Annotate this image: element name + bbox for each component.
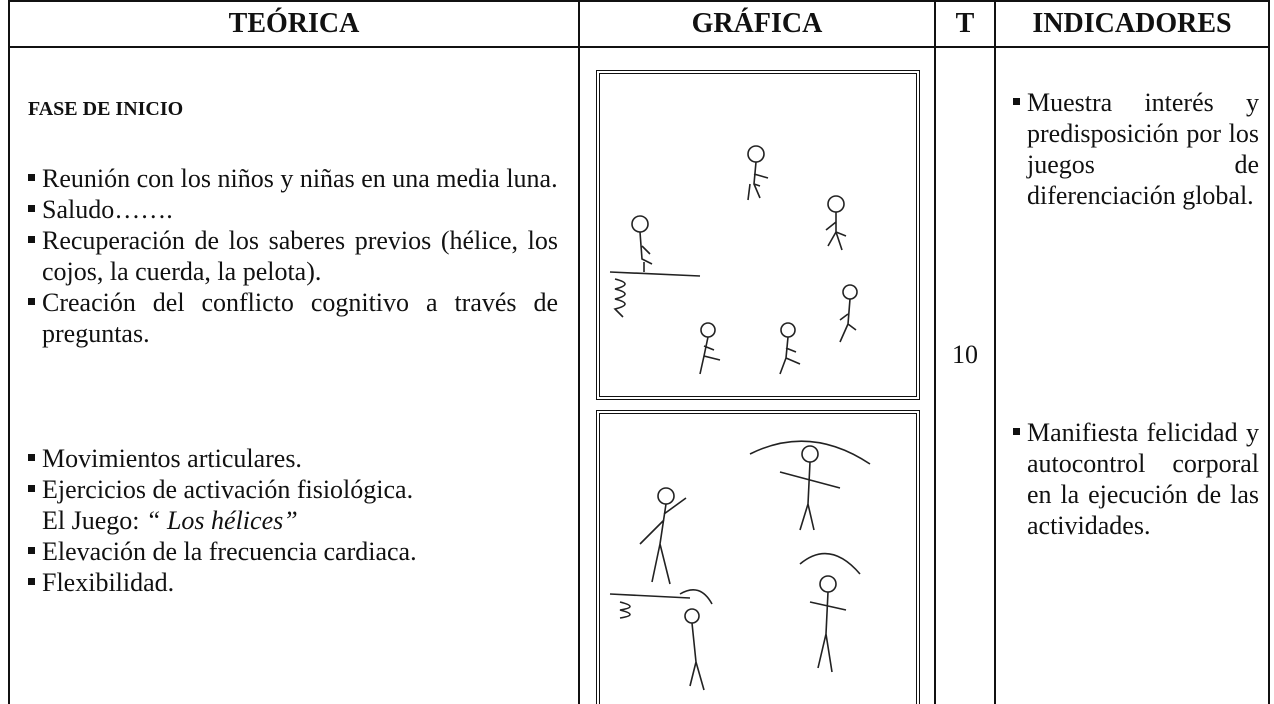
- item-text: Creación del conflicto cognitivo a travé…: [42, 288, 558, 348]
- illustration: [596, 70, 920, 400]
- list-item: Creación del conflicto cognitivo a travé…: [28, 287, 558, 349]
- header: T: [955, 8, 975, 39]
- drawing: [609, 440, 871, 691]
- drawing: [609, 145, 858, 375]
- game-name: “ Los hélices”: [146, 506, 298, 535]
- item-text: Elevación de la frecuencia cardiaca.: [42, 537, 417, 566]
- item-text: Reunión con los niños y niñas en una med…: [42, 164, 558, 193]
- item-text: Ejercicios de activación fisiológica.: [42, 475, 414, 504]
- rule: [578, 0, 580, 704]
- header: GRÁFICA: [691, 8, 823, 39]
- list-item: Flexibilidad.: [28, 567, 558, 598]
- indicator-text: Manifiesta felicidad y autocontrol corpo…: [1013, 417, 1259, 541]
- rule: [1268, 0, 1270, 704]
- rule: [8, 0, 10, 704]
- indicator-text: Muestra interés y predisposición por los…: [1013, 87, 1259, 211]
- theory-list: Movimientos articulares. Ejercicios de ac…: [28, 443, 558, 598]
- indicator: Muestra interés y predisposición por los…: [1013, 87, 1259, 211]
- list-item: Ejercicios de activación fisiológica. El …: [28, 474, 558, 536]
- list-item: Movimientos articulares.: [28, 443, 558, 474]
- list-item: Reunión con los niños y niñas en una med…: [28, 163, 558, 194]
- game-label: El Juego:: [42, 506, 140, 535]
- list-item: Saludo…….: [28, 194, 558, 225]
- list-item: Recuperación de los saberes previos (hél…: [28, 225, 558, 287]
- rule: [934, 0, 936, 704]
- indicator: Manifiesta felicidad y autocontrol corpo…: [1013, 417, 1259, 541]
- time: 10: [952, 340, 978, 369]
- item-text: Saludo…….: [42, 195, 173, 224]
- item-text: Recuperación de los saberes previos (hél…: [42, 226, 558, 286]
- list-item: Elevación de la frecuencia cardiaca.: [28, 536, 558, 567]
- rule: [8, 0, 1270, 2]
- header: INDICADORES: [1032, 8, 1232, 39]
- game-line: El Juego: “ Los hélices”: [42, 505, 558, 536]
- illustration: [596, 410, 920, 704]
- item-text: Flexibilidad.: [42, 568, 175, 597]
- header: TEÓRICA: [228, 8, 360, 39]
- rule: [994, 0, 996, 704]
- phase-title: FASE DE INICIO: [28, 98, 184, 120]
- rule: [8, 46, 1270, 48]
- item-text: Movimientos articulares.: [42, 444, 302, 473]
- theory-list: Reunión con los niños y niñas en una med…: [28, 163, 558, 349]
